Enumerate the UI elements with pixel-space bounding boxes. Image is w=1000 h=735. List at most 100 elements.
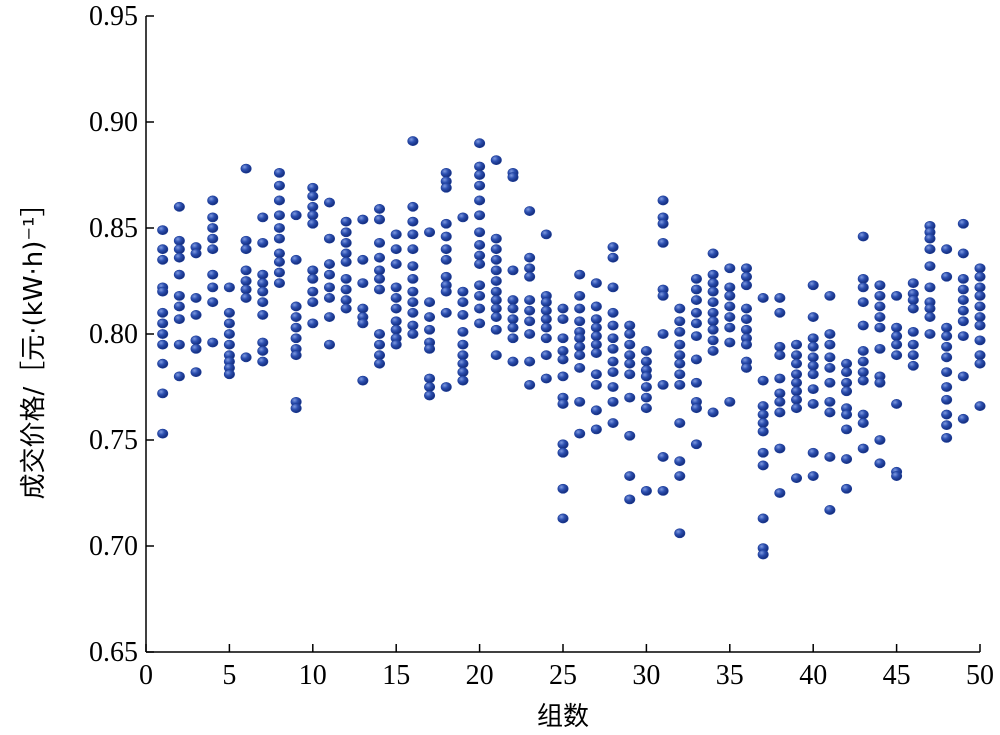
data-point [707,269,719,280]
data-point [891,331,903,342]
data-point [857,418,869,428]
data-point [557,483,569,494]
data-point [774,443,786,454]
data-point [190,335,202,346]
data-point [474,250,486,261]
data-point [474,138,486,149]
data-point [657,379,669,390]
data-point [173,314,185,325]
axis-titles: 组数 成交价格/［元·(kW·h)⁻¹］ [19,191,589,732]
data-point [407,273,419,284]
data-point [207,282,219,293]
data-point [607,418,619,428]
data-point [490,350,502,361]
data-point [774,373,786,384]
data-point [841,483,853,494]
data-point [157,286,169,297]
data-point [907,360,919,371]
data-point [674,456,686,467]
data-point [774,350,786,361]
data-point [157,318,169,329]
data-point [507,356,519,367]
data-point [374,214,386,225]
x-tick-label: 10 [299,660,327,691]
data-point [374,237,386,248]
data-point [307,182,319,193]
data-point [690,318,702,329]
data-point [290,301,302,312]
data-point [440,218,452,229]
data-point [440,286,452,297]
data-point [974,350,986,361]
data-point [307,318,319,329]
data-point [357,318,369,329]
data-point [440,167,452,178]
data-point [507,333,519,344]
data-point [891,290,903,301]
data-point [457,339,469,350]
data-point [607,396,619,407]
data-point [290,322,302,333]
data-point [557,333,569,344]
data-point [624,350,636,361]
x-tick-label: 5 [222,660,236,691]
data-point [273,267,285,278]
data-point [707,346,719,356]
data-point [290,350,302,361]
data-point [240,235,252,246]
data-point [540,350,552,361]
data-point [824,329,836,339]
data-point [424,297,436,308]
data-point [340,257,352,267]
x-tick-label: 45 [883,660,911,691]
data-point [574,363,586,373]
data-point [874,301,886,312]
data-point [557,439,569,450]
data-point [340,295,352,305]
data-point [524,356,536,367]
data-point [874,458,886,469]
data-point [791,350,803,361]
data-point [907,295,919,305]
data-point [974,282,986,293]
data-point [323,282,335,293]
data-point [791,358,803,369]
data-point [924,282,936,293]
data-point [757,418,769,428]
y-tick-label: 0.65 [89,637,138,668]
data-point [540,314,552,325]
data-point [891,471,903,481]
data-point [207,233,219,244]
data-point [157,358,169,369]
data-point [640,346,652,356]
data-point [640,382,652,392]
data-point [390,324,402,335]
data-point [607,282,619,293]
data-point [457,358,469,369]
data-point [407,201,419,212]
data-point [374,265,386,276]
data-point [674,379,686,390]
data-point [207,244,219,255]
data-point [240,244,252,255]
data-point [340,227,352,238]
data-point [724,396,736,407]
data-point [607,320,619,331]
data-point [290,333,302,344]
data-point [690,439,702,450]
data-point [157,428,169,439]
data-point [807,360,819,371]
y-tick-label: 0.85 [89,213,138,244]
data-point [457,326,469,337]
data-point [474,303,486,314]
data-point [207,297,219,308]
data-point [340,248,352,259]
data-point [424,312,436,322]
data-point [674,528,686,539]
data-point [257,337,269,348]
data-point [857,231,869,242]
data-point [323,293,335,303]
data-point [557,447,569,458]
data-point [257,237,269,248]
x-tick-label: 30 [632,660,660,691]
